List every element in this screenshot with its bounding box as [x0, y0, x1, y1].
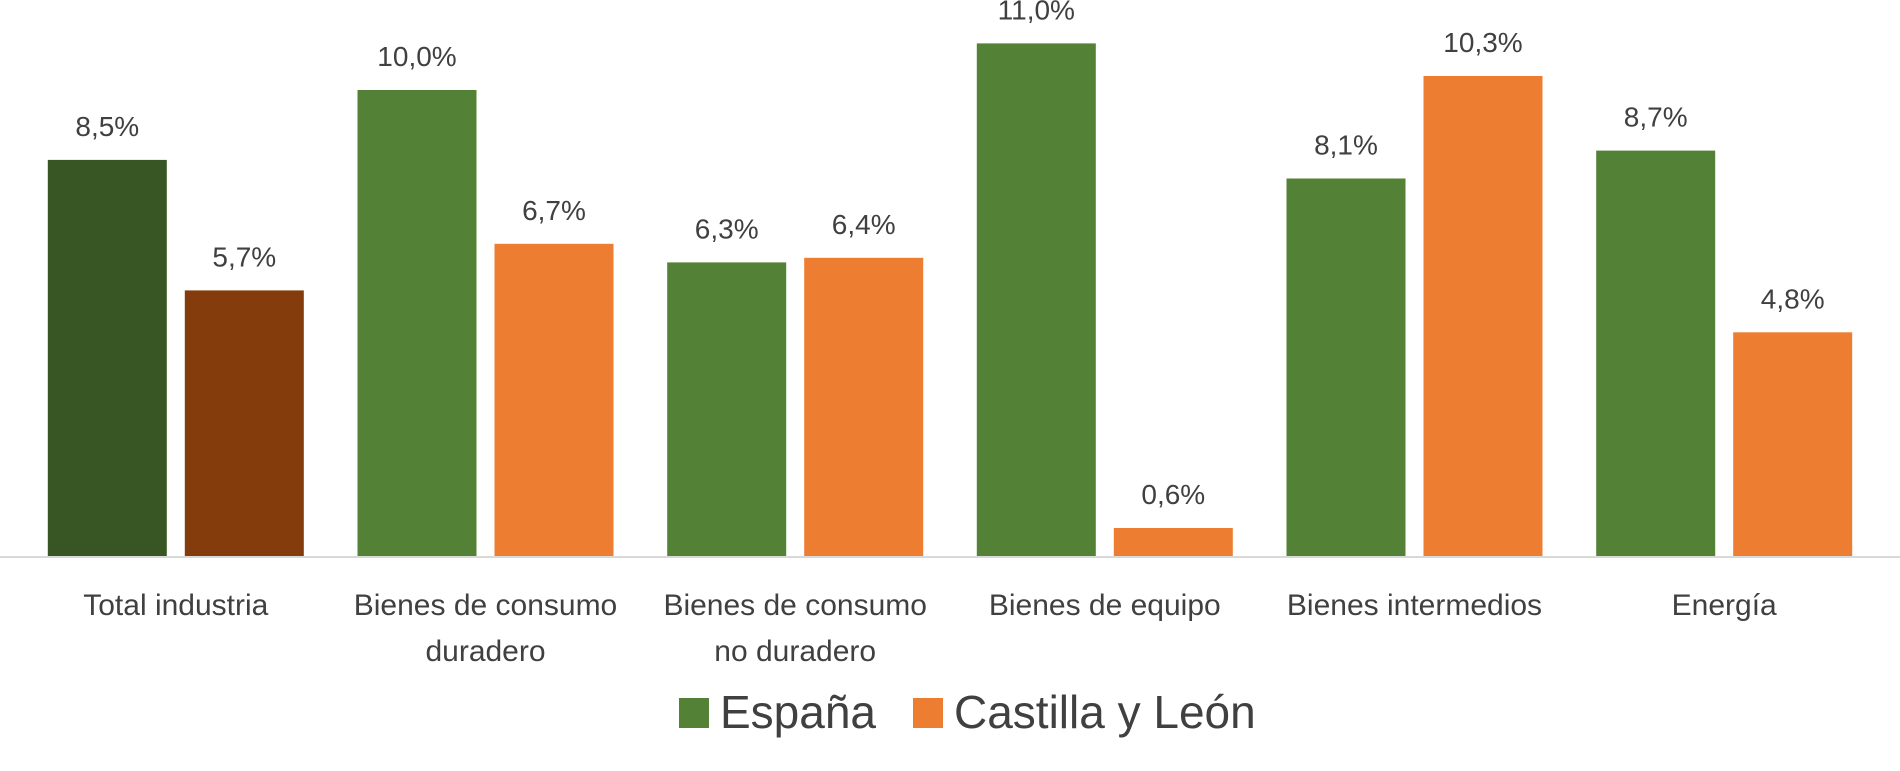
x-tick-label: Bienes de equipo: [989, 589, 1221, 622]
data-labels-layer: 8,5% 5,7% 10,0% 6,7% 6,3% 6,4% 11,0% 0,6% 8,1% 10…: [75, 0, 1824, 510]
legend-swatch: [679, 698, 709, 728]
bar: [1113, 528, 1233, 556]
bar: [976, 43, 1096, 556]
bar: [47, 159, 167, 556]
bar: [357, 90, 477, 556]
legend-label: España: [720, 686, 876, 738]
data-label: 6,3%: [695, 213, 759, 244]
bar: [494, 243, 614, 557]
data-label: 6,4%: [832, 209, 896, 240]
legend-swatch: [913, 698, 943, 728]
data-label: 6,7%: [522, 195, 586, 226]
bar: [1286, 178, 1406, 556]
data-label: 10,3%: [1443, 27, 1522, 58]
bar: [1733, 332, 1853, 556]
bar: [667, 262, 787, 556]
bar: [184, 290, 304, 556]
x-tick-labels-layer: Total industria Bienes de consumo duradero…: [83, 589, 1777, 668]
legend: España Castilla y León: [679, 686, 1256, 738]
data-label: 11,0%: [998, 0, 1075, 25]
legend-label: Castilla y León: [954, 686, 1256, 738]
x-tick-label: Total industria: [83, 589, 268, 622]
x-tick-label: Energía: [1672, 589, 1777, 622]
data-label: 0,6%: [1141, 479, 1205, 510]
x-tick-label: Bienes de consumo: [354, 589, 618, 622]
x-tick-label: duradero: [425, 635, 545, 668]
bar: [1596, 150, 1716, 556]
bar: [804, 257, 924, 556]
bar: [1423, 76, 1543, 556]
x-tick-label: Bienes intermedios: [1287, 589, 1542, 622]
data-label: 8,1%: [1314, 130, 1378, 161]
data-label: 8,7%: [1624, 102, 1688, 133]
bars-layer: [47, 43, 1853, 557]
data-label: 5,7%: [212, 241, 276, 272]
data-label: 8,5%: [75, 111, 139, 142]
x-tick-label: no duradero: [714, 635, 876, 668]
data-label: 10,0%: [377, 41, 456, 72]
x-tick-label: Bienes de consumo: [663, 589, 927, 622]
data-label: 4,8%: [1761, 283, 1825, 314]
